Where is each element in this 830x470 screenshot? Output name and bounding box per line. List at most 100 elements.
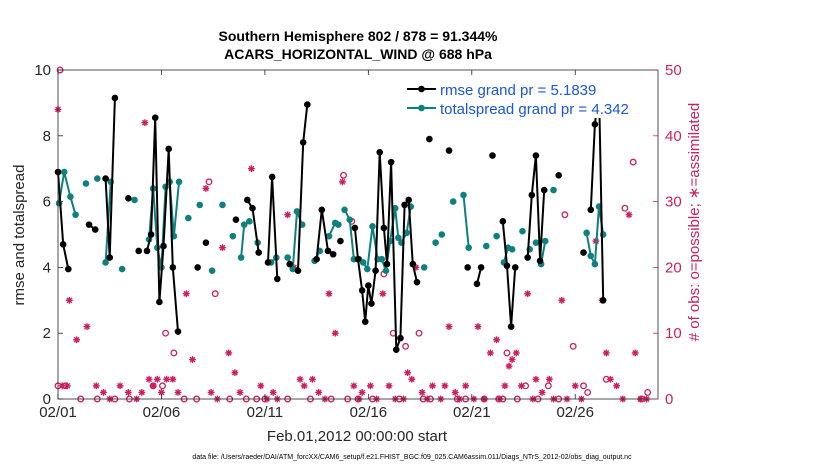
legend: rmse grand pr = 5.1839 totalspread grand…	[405, 76, 637, 118]
obs-assimilated-point	[462, 382, 469, 390]
totalspread-point	[587, 252, 595, 260]
rmse-point	[372, 267, 379, 274]
rmse-point	[507, 323, 515, 330]
obs-assimilated-point	[83, 323, 91, 331]
y-left-tick-label: 8	[43, 128, 51, 145]
rmse-point	[232, 216, 240, 223]
obs-assimilated-point	[505, 362, 513, 370]
obs-possible-point	[211, 290, 219, 298]
totalspread-point	[229, 232, 237, 240]
obs-assimilated-point	[501, 382, 509, 390]
rmse-point	[540, 186, 548, 194]
obs-assimilated-point	[331, 329, 339, 337]
totalspread-point	[359, 259, 367, 266]
obs-possible-point	[561, 211, 569, 219]
totalspread-point	[364, 265, 371, 273]
obs-assimilated-point	[236, 389, 244, 396]
obs-assimilated-point	[493, 336, 501, 344]
totalspread-point	[196, 201, 204, 209]
y-axis-right-label: # of obs: o=possible; ∗=assimilated	[686, 103, 703, 342]
obs-assimilated-point	[169, 375, 177, 383]
rmse-point	[555, 171, 562, 179]
rmse-point	[318, 206, 326, 214]
obs-possible-point	[503, 349, 511, 357]
rmse-point	[392, 346, 400, 353]
rmse-point	[102, 175, 109, 182]
obs-assimilated-point	[445, 323, 453, 331]
totalspread-point	[293, 208, 301, 215]
obs-assimilated-point	[124, 389, 132, 396]
obs-assimilated-point	[116, 382, 124, 390]
obs-possible-point	[340, 171, 347, 179]
rmse-point	[65, 265, 72, 273]
obs-assimilated-point	[602, 349, 610, 357]
totalspread-point	[335, 221, 342, 228]
y-right-tick-label: 20	[665, 259, 682, 276]
rmse-point	[156, 298, 163, 306]
rmse-point	[536, 257, 544, 265]
obs-assimilated-point	[571, 382, 579, 390]
rmse-point	[106, 254, 114, 261]
totalspread-point	[240, 221, 248, 228]
x-tick-label: 02/11	[247, 404, 283, 421]
obs-possible-point	[584, 388, 592, 396]
obs-assimilated-point	[607, 375, 614, 383]
totalspread-point	[341, 206, 348, 214]
obs-assimilated-point	[145, 375, 153, 383]
rmse-point	[358, 287, 366, 294]
obs-possible-point	[402, 342, 410, 350]
rmse-point	[532, 152, 540, 159]
totalspread-line-segment	[58, 171, 77, 216]
obs-assimilated-point	[441, 382, 449, 390]
rmse-point	[294, 267, 302, 274]
legend-entry-spread: totalspread grand pr = 4.342	[440, 101, 629, 118]
obs-assimilated-point	[182, 290, 190, 298]
obs-assimilated-point	[350, 382, 358, 390]
obs-possible-point	[644, 388, 652, 396]
rmse-point	[503, 262, 511, 270]
obs-assimilated-point	[418, 389, 426, 396]
obs-assimilated-point	[474, 323, 482, 331]
rmse-point	[499, 218, 507, 225]
obs-possible-point	[580, 382, 587, 390]
obs-assimilated-point	[625, 211, 633, 219]
rmse-point	[91, 226, 99, 233]
obs-possible-point	[162, 329, 170, 337]
obs-assimilated-point	[613, 382, 621, 390]
x-tick-label: 02/16	[350, 404, 388, 421]
totalspread-point	[449, 198, 457, 205]
obs-assimilated-point	[404, 369, 412, 377]
y-left-tick-label: 10	[34, 62, 51, 79]
y-right-tick-label: 10	[665, 325, 682, 342]
rmse-line-segment	[146, 116, 179, 332]
rmse-line-segment	[501, 221, 517, 328]
rmse-point	[299, 139, 307, 146]
totalspread-point	[391, 204, 399, 212]
rmse-point	[368, 300, 375, 307]
obs-assimilated-point	[451, 389, 459, 396]
rmse-point	[351, 224, 359, 232]
rmse-point	[397, 334, 404, 342]
obs-assimilated-point	[219, 244, 226, 252]
axes-box	[57, 69, 659, 400]
totalspread-point	[508, 246, 516, 253]
axis-ticks: 02/01 02/06 02/11 02/16 02/21 02/26 0 2 4 6 8 10 0 10…	[34, 62, 681, 421]
legend-marker-spread	[418, 104, 425, 112]
obs-assimilated-point	[558, 296, 566, 304]
rmse-point	[473, 280, 481, 288]
x-tick-label: 02/06	[143, 404, 181, 421]
obs-assimilated-point	[532, 375, 540, 383]
totalspread-point	[185, 214, 192, 222]
rmse-point	[202, 239, 210, 247]
legend-marker-rmse	[418, 85, 425, 93]
totalspread-point	[118, 265, 126, 273]
obs-assimilated-point	[545, 375, 553, 383]
totalspread-point	[550, 186, 557, 194]
chart-title-line2: ACARS_HORIZONTAL_WIND @ 688 hPa	[224, 46, 492, 62]
data-file-footnote: data file: /Users/raeder/DAI/ATM_forcXX/…	[192, 454, 632, 461]
totalspread-point	[72, 211, 79, 219]
rmse-point	[383, 260, 391, 268]
obs-assimilated-point	[339, 178, 346, 186]
rmse-point	[528, 191, 536, 199]
rmse-point	[324, 247, 332, 255]
